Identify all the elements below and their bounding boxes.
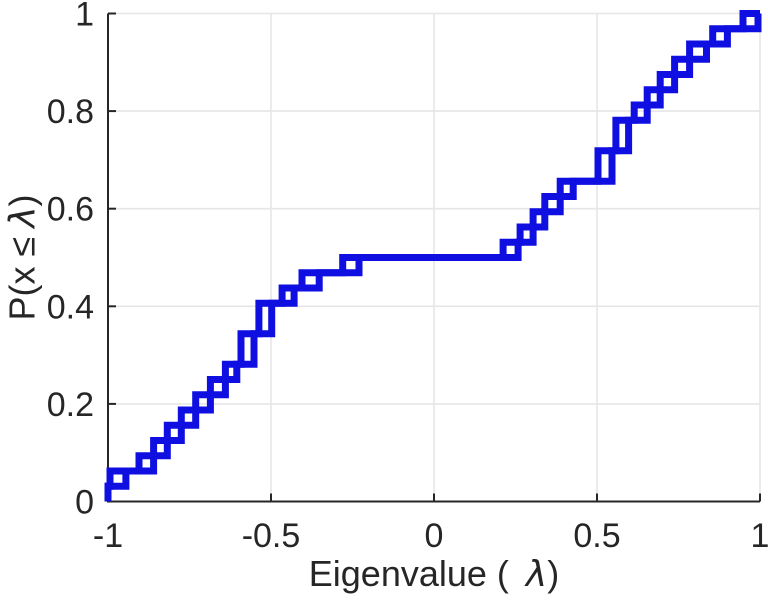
x-axis-lambda-symbol: λ (525, 554, 548, 595)
y-tick-label: 0 (75, 484, 94, 522)
y-tick-label: 0.8 (47, 93, 94, 131)
y-axis-label-suffix: ) (1, 194, 43, 207)
y-axis-lambda-symbol: λ (2, 206, 44, 228)
x-tick-label: 1 (751, 517, 768, 555)
x-tick-label: 0.5 (573, 517, 620, 555)
y-tick-label: 0.2 (47, 386, 94, 424)
x-axis-label-suffix: ) (547, 553, 560, 594)
x-tick-label: -0.5 (242, 517, 301, 555)
y-axis-label: P(x ≤ λ) (2, 98, 45, 418)
y-tick-label: 0.4 (47, 288, 94, 326)
x-axis-label: Eigenvalue ( λ) (108, 553, 760, 596)
ecdf-curve-2 (104, 10, 762, 502)
y-tick-label: 0.6 (47, 191, 94, 229)
y-axis-label-text: P(x ≤ (1, 236, 43, 321)
y-tick-label: 1 (75, 0, 94, 34)
x-axis-label-text: Eigenvalue ( (308, 553, 509, 594)
x-tick-label: -1 (93, 517, 123, 555)
x-tick-label: 0 (425, 517, 444, 555)
